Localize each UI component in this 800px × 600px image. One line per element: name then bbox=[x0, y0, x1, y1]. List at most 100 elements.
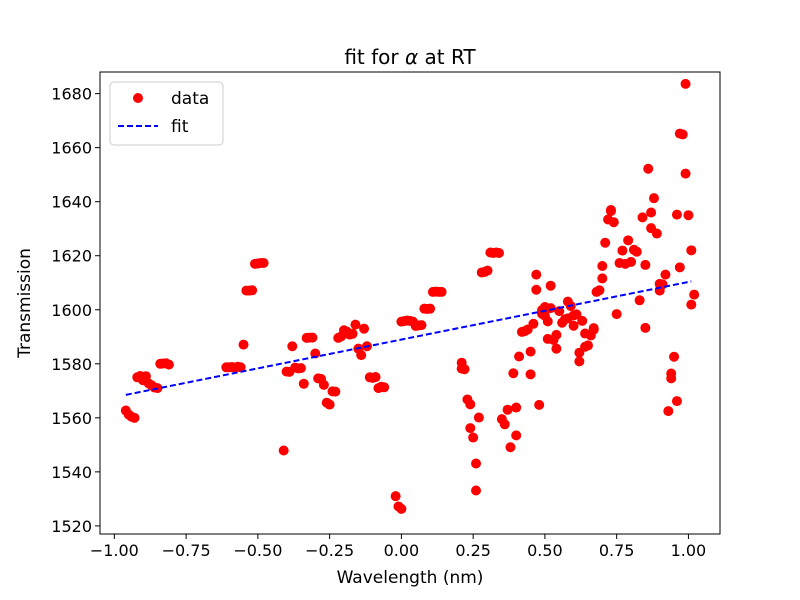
data-point bbox=[129, 412, 140, 423]
data-point bbox=[525, 346, 536, 357]
legend: data fit bbox=[109, 81, 224, 146]
data-point bbox=[531, 269, 542, 280]
data-point bbox=[359, 323, 370, 334]
data-point bbox=[686, 299, 697, 310]
data-point bbox=[631, 246, 642, 257]
data-point bbox=[235, 362, 246, 373]
data-point bbox=[508, 368, 519, 379]
data-point bbox=[531, 284, 542, 295]
data-point bbox=[471, 458, 482, 469]
data-point bbox=[608, 217, 619, 228]
data-point bbox=[310, 348, 321, 359]
data-point bbox=[370, 372, 381, 383]
y-tick-label: 1520 bbox=[51, 517, 92, 536]
data-point bbox=[436, 286, 447, 297]
x-tick-label: −0.75 bbox=[162, 541, 211, 560]
legend-fit-label: fit bbox=[171, 117, 189, 137]
data-point bbox=[663, 406, 674, 417]
data-point bbox=[648, 193, 659, 204]
data-point bbox=[660, 269, 671, 280]
data-point bbox=[298, 378, 309, 389]
data-point bbox=[686, 245, 697, 256]
x-tick-label: 0.00 bbox=[384, 541, 420, 560]
data-point bbox=[390, 491, 401, 502]
y-tick-label: 1600 bbox=[51, 301, 92, 320]
data-point bbox=[356, 350, 367, 361]
data-point bbox=[680, 78, 691, 89]
axes-frame bbox=[99, 71, 721, 535]
data-point bbox=[468, 432, 479, 443]
data-point bbox=[542, 316, 553, 327]
legend-data-label: data bbox=[171, 89, 209, 109]
data-point bbox=[545, 303, 556, 314]
data-point bbox=[683, 210, 694, 221]
data-point bbox=[499, 419, 510, 430]
data-point bbox=[330, 386, 341, 397]
fit-line bbox=[125, 280, 692, 396]
data-point bbox=[617, 245, 628, 256]
data-point bbox=[295, 363, 306, 374]
data-point bbox=[640, 259, 651, 270]
y-tick-label: 1620 bbox=[51, 247, 92, 266]
data-point bbox=[163, 359, 174, 370]
data-point bbox=[680, 168, 691, 179]
y-tick-label: 1660 bbox=[51, 139, 92, 158]
data-point bbox=[350, 319, 361, 330]
data-point bbox=[574, 356, 585, 367]
x-tick-label: 0.75 bbox=[599, 541, 635, 560]
x-tick-label: 1.00 bbox=[671, 541, 707, 560]
data-point bbox=[511, 402, 522, 413]
data-point bbox=[571, 309, 582, 320]
data-point bbox=[568, 320, 579, 331]
y-tick-label: 1680 bbox=[51, 85, 92, 104]
x-axis: −1.00 −0.75 −0.50 −0.25 0.00 0.25 0.50 0.75 1.00 bbox=[90, 534, 706, 560]
data-point bbox=[514, 351, 525, 362]
y-tick-label: 1580 bbox=[51, 355, 92, 374]
data-point bbox=[634, 295, 645, 306]
y-tick-label: 1640 bbox=[51, 193, 92, 212]
data-point bbox=[605, 205, 616, 216]
chart-title-symbol: α bbox=[405, 45, 418, 69]
data-point bbox=[597, 260, 608, 271]
data-point bbox=[324, 399, 335, 410]
data-point bbox=[689, 289, 700, 300]
data-point bbox=[626, 256, 637, 267]
y-axis-label: Transmission bbox=[15, 248, 35, 359]
data-point bbox=[674, 262, 685, 273]
y-tick-label: 1560 bbox=[51, 409, 92, 428]
data-point bbox=[551, 343, 562, 354]
data-point bbox=[307, 332, 318, 343]
data-point bbox=[525, 369, 536, 380]
data-point bbox=[551, 329, 562, 340]
x-tick-label: −0.25 bbox=[305, 541, 354, 560]
data-point bbox=[597, 273, 608, 284]
data-point bbox=[677, 129, 688, 140]
x-tick-label: 0.50 bbox=[527, 541, 563, 560]
data-point bbox=[588, 323, 599, 334]
x-axis-label: Wavelength (nm) bbox=[337, 568, 484, 588]
data-point bbox=[471, 485, 482, 496]
data-point bbox=[493, 248, 504, 259]
data-point bbox=[459, 364, 470, 375]
data-point bbox=[611, 309, 622, 320]
data-point bbox=[238, 339, 249, 350]
data-point bbox=[247, 285, 258, 296]
data-point bbox=[534, 399, 545, 410]
data-point bbox=[278, 445, 289, 456]
plot-area bbox=[120, 78, 700, 514]
data-point bbox=[651, 228, 662, 239]
data-point bbox=[582, 340, 593, 351]
x-tick-label: −0.50 bbox=[233, 541, 282, 560]
data-point bbox=[258, 258, 269, 269]
data-point bbox=[473, 412, 484, 423]
data-point bbox=[511, 430, 522, 441]
chart-title-prefix: fit for bbox=[344, 45, 405, 69]
data-point bbox=[287, 341, 298, 352]
data-point bbox=[637, 212, 648, 223]
data-point bbox=[577, 315, 588, 326]
legend-data-marker bbox=[133, 93, 143, 103]
y-tick-label: 1540 bbox=[51, 463, 92, 482]
data-point bbox=[554, 306, 565, 317]
data-point bbox=[482, 265, 493, 276]
data-point bbox=[502, 404, 513, 415]
